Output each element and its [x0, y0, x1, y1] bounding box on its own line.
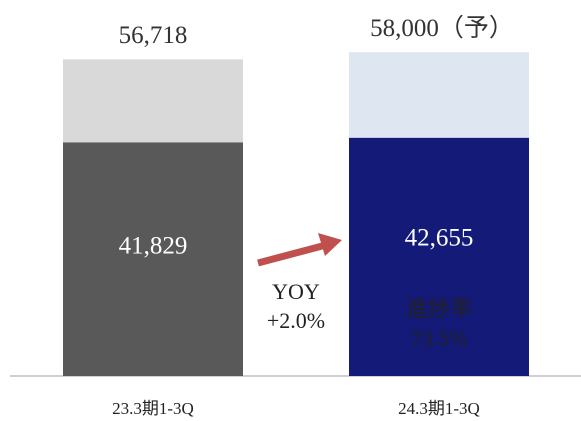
annotation: 73.5%: [411, 326, 468, 351]
annotation: 進捗率: [406, 296, 472, 321]
actual-label: 41,829: [119, 233, 188, 260]
x-tick-label: 24.3期1-3Q: [398, 399, 480, 418]
actual-bar: [349, 137, 529, 376]
total-label: 56,718: [119, 22, 188, 49]
total-label: 58,000（予）: [370, 14, 514, 42]
actual-label: 42,655: [405, 225, 474, 252]
x-tick-label: 23.3期1-3Q: [112, 399, 194, 418]
arrow: [257, 233, 342, 267]
annotation: +2.0%: [267, 308, 325, 333]
actual-bar: [63, 142, 243, 376]
annotation: YOY: [272, 279, 320, 304]
